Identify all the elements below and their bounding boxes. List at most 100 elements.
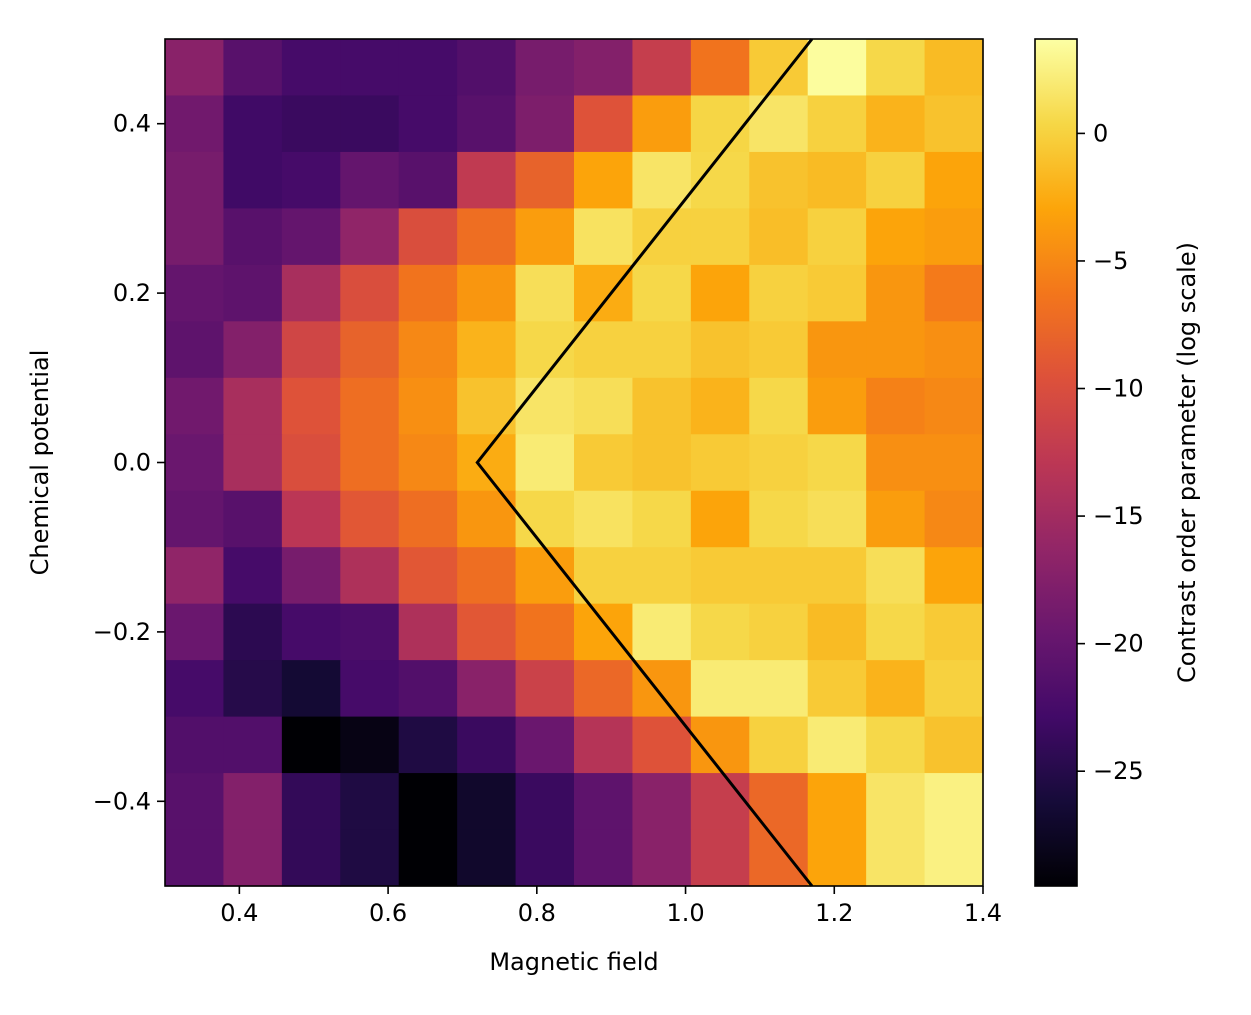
heatmap-cell	[457, 716, 517, 774]
heatmap-cell	[632, 547, 692, 605]
heatmap-cell	[924, 377, 984, 435]
heatmap-cell	[398, 321, 458, 379]
heatmap-cell	[749, 151, 809, 209]
x-tick-label: 1.0	[666, 899, 704, 927]
heatmap-cell	[165, 321, 225, 379]
heatmap-cell	[340, 716, 400, 774]
heatmap-cell	[515, 716, 575, 774]
heatmap-cell	[165, 377, 225, 435]
y-tick-label: −0.2	[93, 618, 151, 646]
x-axis-label: Magnetic field	[489, 948, 658, 976]
heatmap-cell	[866, 829, 926, 887]
heatmap-cell	[690, 660, 750, 718]
y-axis-ticks: −0.4 −0.2 0.0 0.2 0.4	[93, 110, 165, 815]
heatmap-cell	[281, 547, 341, 605]
heatmap-cell	[398, 660, 458, 718]
heatmap-cell	[574, 660, 634, 718]
heatmap-cell	[340, 660, 400, 718]
heatmap-cell	[165, 773, 225, 831]
heatmap-cell	[749, 660, 809, 718]
heatmap-cell	[457, 39, 517, 97]
heatmap-cell	[690, 39, 750, 97]
heatmap-cell	[574, 151, 634, 209]
heatmap-cell	[574, 39, 634, 97]
heatmap-cell	[749, 829, 809, 887]
heatmap-cell	[281, 490, 341, 548]
heatmap-cell	[165, 264, 225, 322]
heatmap-cell	[398, 264, 458, 322]
heatmap-cell	[866, 773, 926, 831]
heatmap-cell	[632, 39, 692, 97]
heatmap-cell	[281, 773, 341, 831]
heatmap-cell	[866, 377, 926, 435]
heatmap-cell	[632, 151, 692, 209]
heatmap-cell	[749, 490, 809, 548]
heatmap-cell	[281, 829, 341, 887]
heatmap-cell	[165, 208, 225, 266]
heatmap-cell	[866, 264, 926, 322]
heatmap-cell	[632, 773, 692, 831]
heatmap-cell	[398, 434, 458, 492]
heatmap-cell	[574, 716, 634, 774]
y-tick-label: 0.4	[113, 110, 151, 138]
heatmap-cell	[281, 95, 341, 153]
heatmap-cell	[165, 434, 225, 492]
heatmap-cell	[866, 39, 926, 97]
heatmap-cell	[924, 660, 984, 718]
heatmap-cell	[223, 603, 283, 661]
colorbar-tick-label: −5	[1093, 247, 1128, 275]
heatmap-cell	[866, 151, 926, 209]
heatmap-cell	[574, 95, 634, 153]
x-tick-label: 0.4	[220, 899, 258, 927]
heatmap-cell	[223, 321, 283, 379]
heatmap-cell	[340, 490, 400, 548]
colorbar	[1034, 38, 1078, 887]
heatmap-cell	[807, 264, 867, 322]
heatmap-cell	[457, 547, 517, 605]
heatmap-cell	[223, 660, 283, 718]
heatmap-cells	[165, 39, 984, 887]
heatmap-cell	[749, 321, 809, 379]
heatmap-cell	[165, 716, 225, 774]
heatmap-cell	[223, 39, 283, 97]
heatmap-cell	[574, 773, 634, 831]
heatmap-cell	[398, 377, 458, 435]
heatmap-cell	[749, 377, 809, 435]
heatmap-cell	[866, 208, 926, 266]
heatmap-cell	[281, 434, 341, 492]
heatmap-cell	[223, 547, 283, 605]
heatmap-cell	[281, 264, 341, 322]
heatmap-cell	[690, 490, 750, 548]
heatmap-cell	[165, 547, 225, 605]
heatmap-cell	[574, 829, 634, 887]
heatmap-cell	[807, 660, 867, 718]
heatmap-cell	[690, 264, 750, 322]
colorbar-tick-label: −10	[1093, 375, 1144, 403]
heatmap-cell	[924, 321, 984, 379]
heatmap-cell	[690, 208, 750, 266]
heatmap-cell	[165, 603, 225, 661]
heatmap-cell	[749, 603, 809, 661]
heatmap-cell	[924, 434, 984, 492]
heatmap-cell	[398, 829, 458, 887]
colorbar-tick-label: 0	[1093, 119, 1108, 147]
heatmap-cell	[281, 208, 341, 266]
heatmap-cell	[398, 39, 458, 97]
heatmap-cell	[690, 321, 750, 379]
heatmap-cell	[574, 321, 634, 379]
colorbar-ticks: 0 −5 −10 −15 −20 −25	[1077, 119, 1144, 785]
heatmap-cell	[457, 434, 517, 492]
heatmap-cell	[632, 95, 692, 153]
heatmap-cell	[457, 660, 517, 718]
heatmap-cell	[340, 547, 400, 605]
heatmap-cell	[340, 321, 400, 379]
heatmap-cell	[632, 829, 692, 887]
heatmap-cell	[340, 264, 400, 322]
heatmap-cell	[223, 95, 283, 153]
heatmap-cell	[457, 95, 517, 153]
heatmap-cell	[515, 660, 575, 718]
heatmap-cell	[924, 208, 984, 266]
heatmap-cell	[924, 264, 984, 322]
heatmap-cell	[340, 829, 400, 887]
heatmap-cell	[574, 490, 634, 548]
